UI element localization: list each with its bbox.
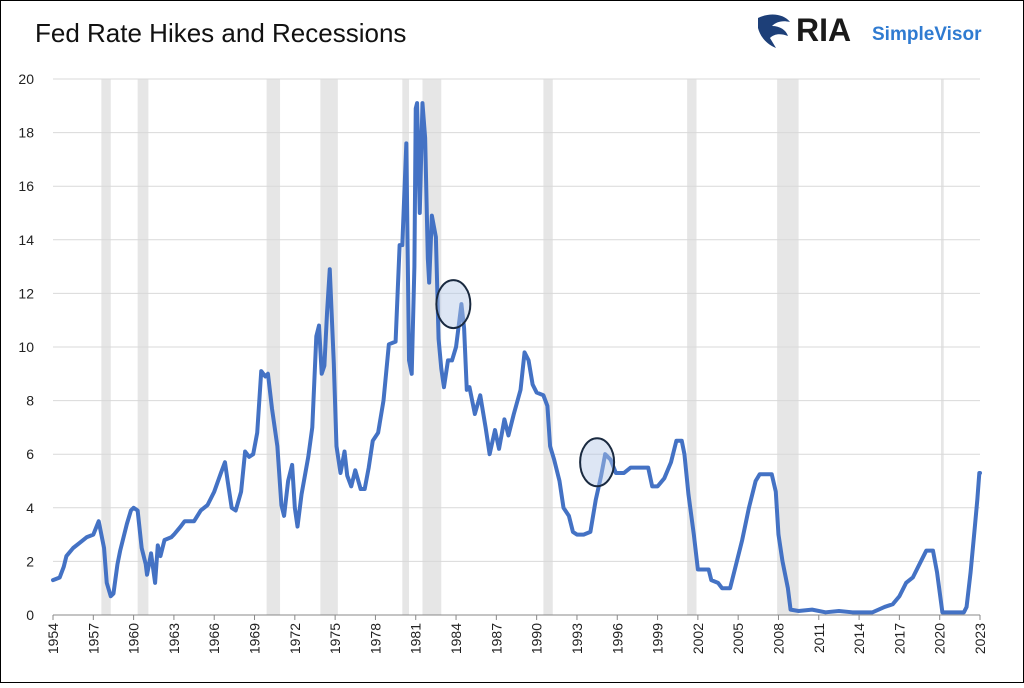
y-tick-label: 2 xyxy=(26,553,34,569)
highlight-circle xyxy=(579,437,616,488)
x-tick-label: 1993 xyxy=(569,623,585,654)
logo-product: SimpleVisor xyxy=(872,24,982,45)
y-tick-label: 8 xyxy=(26,393,34,409)
x-tick-label: 1984 xyxy=(448,623,464,654)
x-tick-label: 2002 xyxy=(690,623,706,654)
x-tick-label: 2023 xyxy=(972,623,988,654)
x-tick-label: 1969 xyxy=(247,623,263,654)
highlight-circle xyxy=(435,279,472,330)
y-tick-label: 4 xyxy=(26,500,34,516)
x-tick-label: 2005 xyxy=(730,623,746,654)
y-tick-label: 0 xyxy=(26,607,34,623)
x-tick-label: 2011 xyxy=(811,623,827,653)
logo: RIA SimpleVisor xyxy=(758,12,982,48)
rate-line xyxy=(51,101,982,615)
x-tick-label: 1954 xyxy=(45,623,61,654)
x-tick-label: 2008 xyxy=(770,623,786,654)
x-tick-label: 1966 xyxy=(206,623,222,654)
x-tick-label: 2020 xyxy=(932,623,948,654)
x-tick-label: 2017 xyxy=(891,623,907,654)
logo-brand: RIA xyxy=(796,12,851,48)
x-tick-label: 1987 xyxy=(488,623,504,654)
chart-title: Fed Rate Hikes and Recessions xyxy=(35,18,406,48)
x-tick-label: 2014 xyxy=(851,623,867,654)
y-tick-label: 6 xyxy=(26,446,34,462)
x-tick-label: 1978 xyxy=(367,623,383,654)
x-tick-label: 1957 xyxy=(85,623,101,654)
x-tick-label: 1975 xyxy=(327,623,343,654)
y-tick-label: 12 xyxy=(18,285,34,301)
x-tick-label: 1972 xyxy=(287,623,303,654)
x-tick-label: 1999 xyxy=(650,623,666,654)
y-tick-label: 10 xyxy=(18,339,34,355)
x-tick-label: 1990 xyxy=(529,623,545,654)
y-tick-label: 14 xyxy=(18,232,34,248)
x-tick-label: 1963 xyxy=(166,623,182,654)
x-tick-label: 1996 xyxy=(609,623,625,654)
y-tick-label: 16 xyxy=(18,178,34,194)
y-tick-label: 20 xyxy=(18,71,34,87)
y-tick-label: 18 xyxy=(18,125,34,141)
logo-icon xyxy=(758,14,790,48)
x-tick-label: 1960 xyxy=(126,623,142,654)
x-tick-label: 1981 xyxy=(408,623,424,654)
